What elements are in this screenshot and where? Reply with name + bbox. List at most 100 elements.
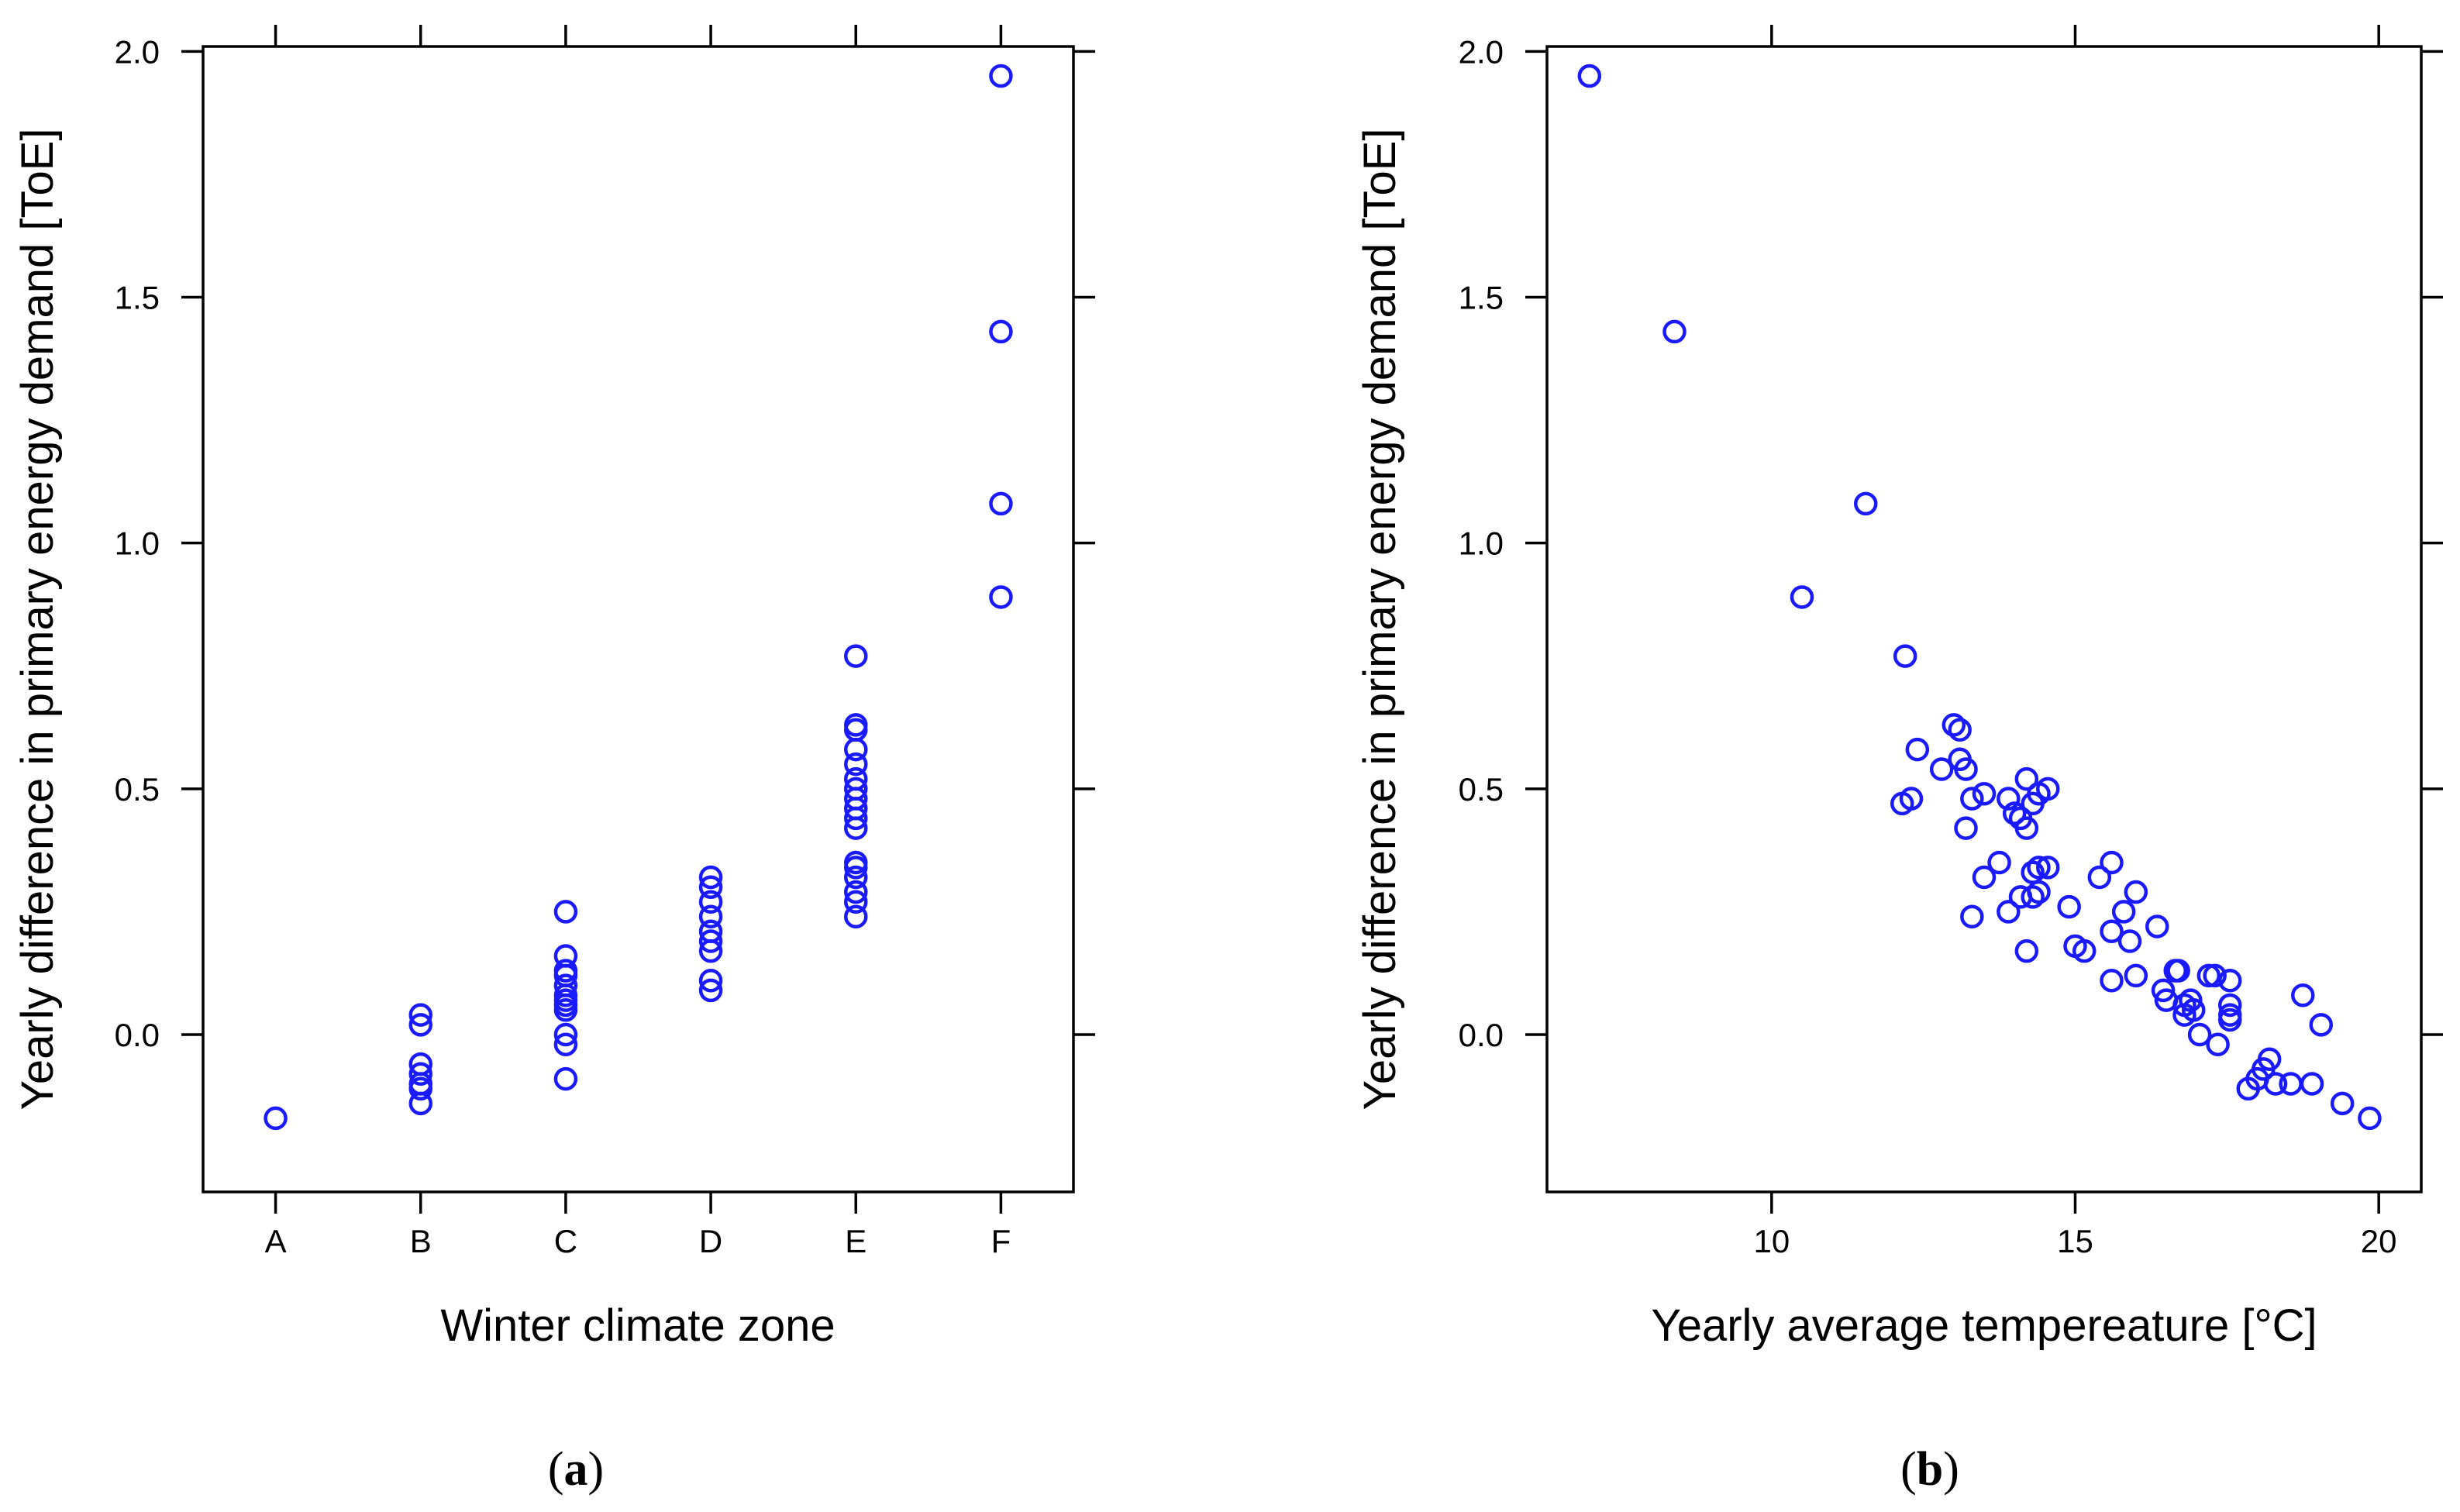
- data-point-a: [844, 816, 868, 840]
- data-point-b: [2206, 1032, 2230, 1056]
- data-point-b: [2014, 816, 2039, 840]
- data-point-a: [698, 929, 723, 953]
- data-point-b: [2021, 885, 2045, 909]
- caption-a: (a): [548, 1443, 604, 1496]
- data-point-a: [844, 880, 868, 904]
- x-tick-label-a: D: [699, 1223, 722, 1259]
- panel-b: 10 15 20 0.0 0.5 1.0 1.5 2.0 Yearly average tem…: [1355, 25, 2443, 1496]
- data-point-b: [2027, 856, 2051, 880]
- data-point-b: [2100, 968, 2124, 993]
- panel-a: A B C D E F 0.0 0.5 1.0 1.5 2.0 Winter climate zon…: [12, 25, 1095, 1496]
- data-point-b: [1790, 585, 1814, 609]
- data-point-b: [2124, 880, 2148, 904]
- data-point-b: [2100, 919, 2124, 944]
- x-tick-label-a: B: [410, 1223, 432, 1259]
- data-point-a: [553, 998, 578, 1022]
- data-point-b: [2166, 959, 2190, 983]
- data-point-b: [1972, 781, 1997, 806]
- data-point-b: [2036, 856, 2060, 880]
- data-point-a: [844, 737, 868, 762]
- x-tick-label-b: 10: [1753, 1223, 1790, 1259]
- data-point-b: [2072, 939, 2097, 963]
- data-point-b: [2027, 880, 2051, 904]
- data-point-b: [1929, 757, 1954, 781]
- data-point-b: [2218, 968, 2242, 993]
- data-point-a: [264, 1106, 288, 1131]
- data-point-b: [1941, 713, 1966, 737]
- data-point-a: [844, 806, 868, 831]
- data-point-a: [408, 1003, 432, 1027]
- data-point-a: [698, 904, 723, 929]
- data-point-a: [698, 890, 723, 914]
- caption-close-b: ): [1943, 1443, 1959, 1496]
- y-tick-label-a: 0.0: [115, 1017, 160, 1053]
- y-tick-label-a: 2.0: [115, 33, 160, 70]
- data-point-b: [2111, 900, 2136, 924]
- data-point-b: [1997, 787, 2021, 811]
- y-axis-label-a: Yearly difference in primary energy dema…: [12, 128, 63, 1110]
- data-point-b: [2182, 998, 2206, 1022]
- x-tick-label-a: C: [554, 1223, 577, 1259]
- data-point-b: [2124, 963, 2148, 988]
- y-tick-label-b: 2.0: [1459, 33, 1504, 70]
- data-point-b: [1948, 718, 1972, 742]
- data-point-b: [1954, 816, 1978, 840]
- x-tick-label-a: A: [265, 1223, 287, 1259]
- data-point-b: [2014, 939, 2039, 963]
- data-point-a: [408, 1013, 432, 1037]
- data-point-b: [2218, 993, 2242, 1018]
- data-point-b: [2263, 1072, 2288, 1096]
- data-point-b: [1954, 757, 1978, 781]
- caption-letter-a: a: [564, 1443, 588, 1496]
- data-point-a: [698, 968, 723, 993]
- data-point-a: [553, 900, 578, 924]
- x-tick-label-b: 20: [2361, 1223, 2397, 1259]
- data-point-b: [1997, 900, 2021, 924]
- caption-close-a: ): [588, 1443, 605, 1496]
- x-tick-label-a: F: [991, 1223, 1011, 1259]
- data-point-a: [698, 939, 723, 963]
- data-point-a: [698, 875, 723, 899]
- data-point-b: [2145, 914, 2169, 939]
- data-point-a: [553, 1032, 578, 1056]
- data-point-b: [2187, 1022, 2212, 1047]
- data-point-b: [1577, 64, 1602, 88]
- data-point-a: [698, 978, 723, 1003]
- data-point-a: [844, 904, 868, 929]
- plot-frame-a: [202, 45, 1075, 1193]
- data-point-a: [989, 64, 1013, 88]
- y-tick-label-b: 0.0: [1459, 1017, 1504, 1053]
- plot-frame-b: [1545, 45, 2423, 1193]
- data-point-a: [989, 491, 1013, 516]
- data-point-a: [844, 752, 868, 777]
- data-point-b: [2291, 983, 2315, 1007]
- data-point-a: [553, 1066, 578, 1091]
- data-point-a: [844, 890, 868, 914]
- data-point-a: [408, 1062, 432, 1087]
- data-point-b: [2358, 1106, 2382, 1131]
- data-point-b: [2151, 978, 2176, 1003]
- data-point-b: [2087, 865, 2112, 890]
- y-tick-label-a: 1.0: [115, 525, 160, 562]
- data-point-b: [1662, 319, 1687, 344]
- data-point-b: [1987, 850, 2011, 875]
- data-point-a: [989, 319, 1013, 344]
- data-point-b: [1960, 904, 1984, 929]
- y-tick-label-a: 0.5: [115, 771, 160, 808]
- data-point-a: [408, 1091, 432, 1116]
- data-point-b: [2002, 801, 2027, 825]
- data-point-b: [1960, 787, 1984, 811]
- data-point-b: [2100, 850, 2124, 875]
- y-tick-label-a: 1.5: [115, 280, 160, 316]
- data-point-b: [1854, 491, 1878, 516]
- x-tick-label-a: E: [845, 1223, 867, 1259]
- data-point-a: [844, 856, 868, 880]
- data-point-b: [2203, 963, 2227, 988]
- points-b: [1577, 64, 2382, 1131]
- data-point-a: [698, 865, 723, 890]
- data-point-b: [2330, 1091, 2355, 1116]
- y-tick-label-b: 0.5: [1459, 771, 1504, 808]
- data-point-b: [1972, 865, 1997, 890]
- data-point-a: [408, 1076, 432, 1101]
